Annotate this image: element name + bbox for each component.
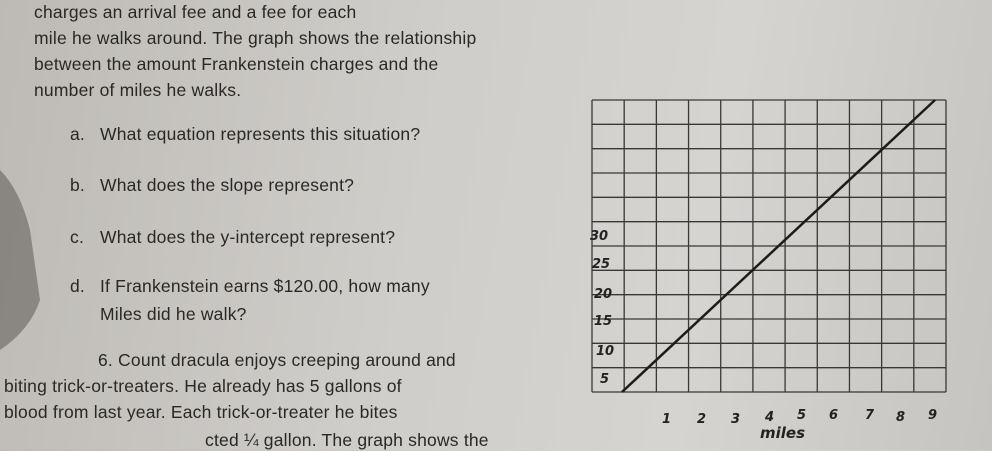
drawn-line bbox=[621, 99, 936, 393]
x-label: 4 bbox=[765, 410, 775, 425]
y-label: 30 bbox=[590, 229, 609, 244]
x-label: 5 bbox=[797, 408, 807, 423]
question-text: If Frankenstein earns $120.00, how many bbox=[100, 276, 430, 296]
y-label: 25 bbox=[592, 257, 611, 272]
problem-line: blood from last year. Each trick-or-trea… bbox=[4, 402, 398, 422]
problem-line: 6. Count dracula enjoys creeping around … bbox=[98, 350, 456, 370]
question-label: c. bbox=[70, 227, 85, 247]
question-text: What equation represents this situation? bbox=[100, 124, 421, 144]
question-text: What does the slope represent? bbox=[100, 175, 355, 195]
y-label: 10 bbox=[596, 344, 615, 359]
question-label: b. bbox=[70, 175, 85, 195]
page-edge-shadow bbox=[0, 170, 40, 350]
question-label: a. bbox=[70, 124, 85, 144]
y-label: 15 bbox=[594, 314, 613, 329]
problem-line: biting trick-or-treaters. He already has… bbox=[4, 376, 402, 396]
x-label: 8 bbox=[896, 410, 906, 425]
x-label: 6 bbox=[829, 408, 839, 423]
problem-line: cted ¼ gallon. The graph shows the bbox=[205, 430, 489, 450]
x-label: 2 bbox=[697, 412, 707, 427]
y-label: 20 bbox=[594, 287, 613, 302]
intro-line: mile he walks around. The graph shows th… bbox=[34, 28, 477, 48]
x-label: 9 bbox=[928, 408, 938, 423]
x-label: 3 bbox=[731, 412, 741, 427]
intro-line: charges an arrival fee and a fee for eac… bbox=[34, 2, 357, 22]
question-text: Miles did he walk? bbox=[100, 304, 247, 324]
x-label: 7 bbox=[865, 408, 875, 423]
intro-line: between the amount Frankenstein charges … bbox=[34, 54, 439, 74]
x-label: 1 bbox=[662, 412, 672, 427]
question-text: What does the y-intercept represent? bbox=[100, 227, 396, 247]
intro-line: number of miles he walks. bbox=[34, 80, 242, 100]
question-label: d. bbox=[70, 276, 85, 296]
y-label: 5 bbox=[600, 372, 610, 387]
grid bbox=[591, 99, 947, 393]
x-title: miles bbox=[760, 424, 806, 442]
